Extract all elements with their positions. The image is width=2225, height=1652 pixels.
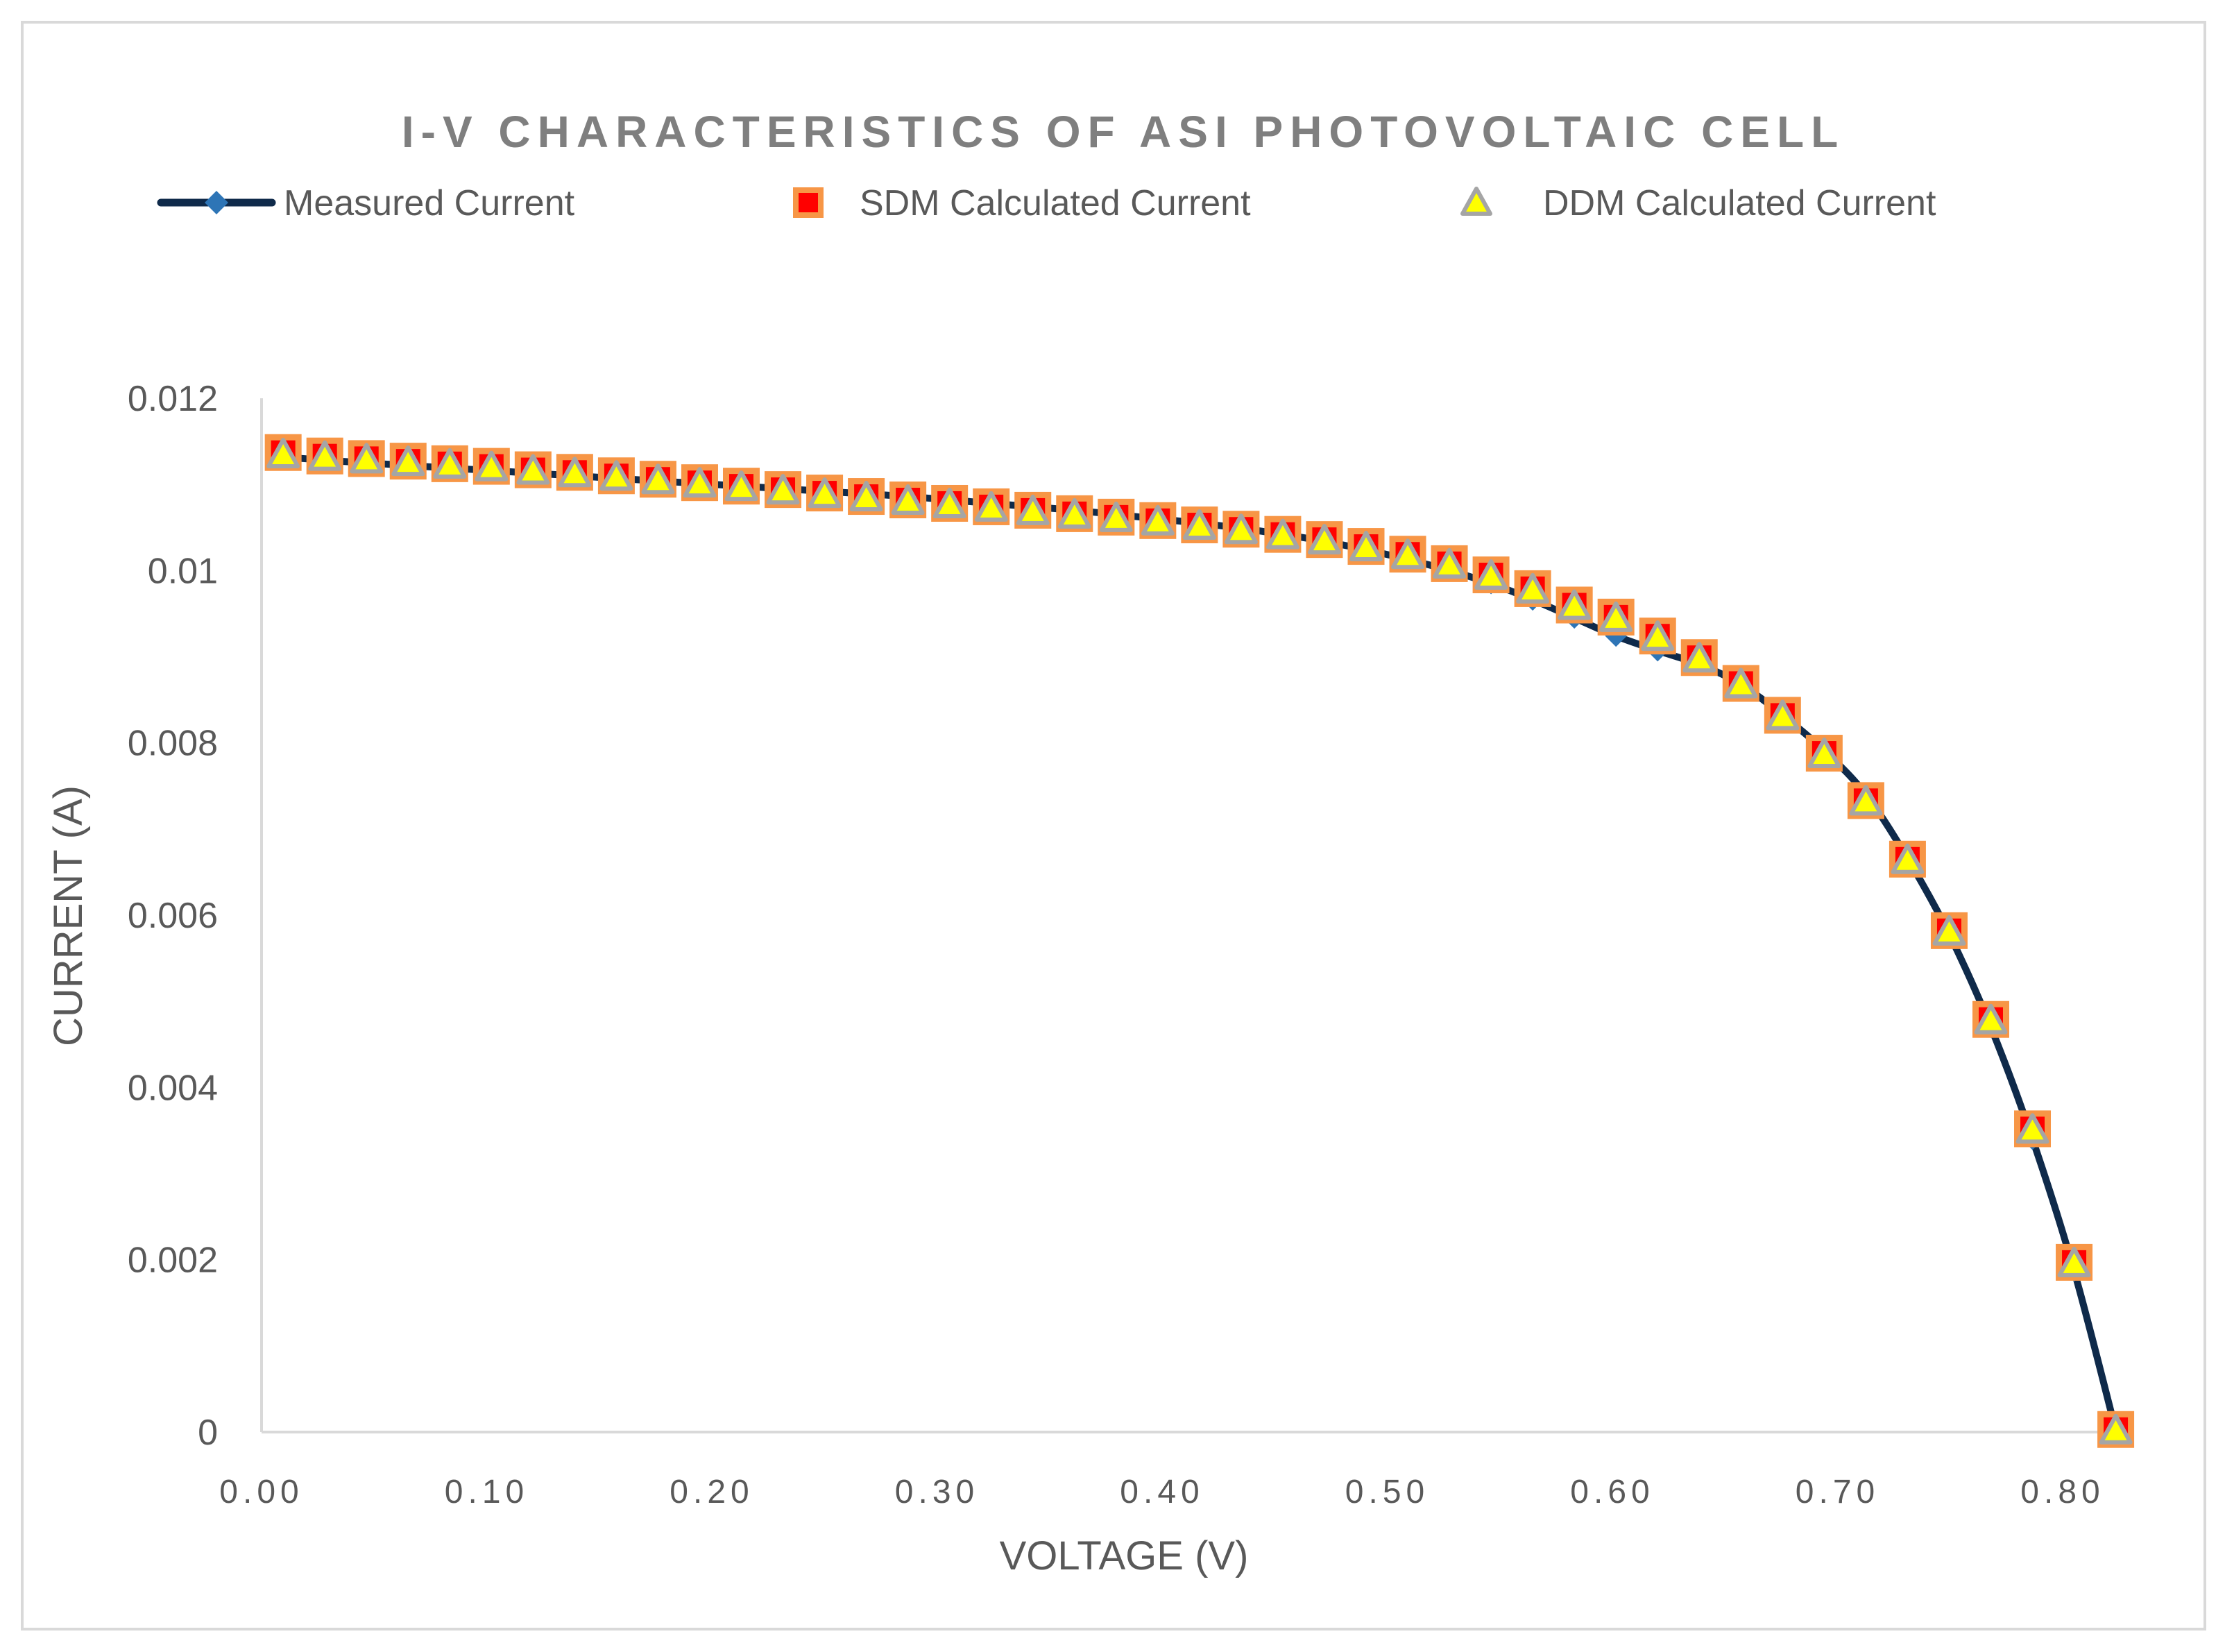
y-tick-label: 0.01 [148,551,218,591]
chart-title: I-V CHARACTERISTICS OF ASI PHOTOVOLTAIC … [402,107,1845,157]
ddm-point [1599,601,1633,632]
ddm-point [2057,1246,2091,1277]
x-axis-title: VOLTAGE (V) [1000,1533,1249,1578]
ddm-point [2099,1413,2133,1445]
legend-measured-diamond [205,191,228,214]
ddm-point [891,484,925,515]
ddm-point [516,454,550,485]
y-tick-label: 0.012 [128,379,218,419]
ddm-point [1724,667,1758,699]
ddm-point [599,460,633,491]
x-tick-label: 0.80 [2020,1474,2104,1510]
x-tick-labels: 0.00 0.10 0.20 0.30 0.40 0.50 0.60 0.70 0.80 [219,1474,2104,1510]
legend-measured-label: Measured Current [284,183,575,223]
x-tick-label: 0.60 [1570,1474,1654,1510]
ddm-point [1641,620,1675,652]
x-tick-label: 0.00 [219,1474,303,1510]
ddm-point [1807,738,1841,769]
ddm-point [1141,504,1175,536]
ddm-point [350,443,384,474]
ddm-point [1099,501,1133,532]
y-tick-label: 0.006 [128,896,218,936]
ddm-point [808,477,842,509]
x-tick-label: 0.40 [1120,1474,1204,1510]
ddm-point [558,457,592,488]
ddm-point [1265,518,1299,550]
x-tick-label: 0.20 [670,1474,753,1510]
legend-item-sdm: SDM Calculated Current [793,183,1251,223]
ddm-point [1391,538,1425,570]
legend-ddm-label: DDM Calculated Current [1543,183,1936,223]
measured-current-line [280,453,2120,1434]
ddm-calculated-series [266,437,2133,1445]
legend-item-ddm: DDM Calculated Current [1460,183,1936,223]
ddm-point [1182,509,1216,540]
x-tick-label: 0.30 [895,1474,979,1510]
ddm-point [1766,699,1800,731]
y-axis-title: CURRENT (A) [46,785,91,1046]
ddm-point [308,440,342,471]
ddm-point [1057,497,1091,529]
measured-current-series [272,445,2127,1442]
ddm-point [391,445,425,477]
legend: Measured Current SDM Calculated Current … [157,183,1936,223]
ddm-point [433,448,467,479]
ddm-point [2015,1113,2049,1144]
ddm-point [1682,642,1716,673]
ddm-point [1891,843,1925,874]
ddm-point [683,467,717,498]
ddm-point [1016,494,1050,525]
y-tick-label: 0.008 [128,724,218,764]
x-tick-label: 0.50 [1345,1474,1429,1510]
ddm-point [641,463,675,495]
y-tick-label: 0.004 [128,1068,218,1108]
ddm-point [849,481,883,512]
ddm-point [1558,589,1592,620]
ddm-point [475,450,509,482]
ddm-point [1224,513,1258,545]
ddm-point [1474,559,1508,590]
y-tick-labels: 0 0.002 0.004 0.006 0.008 0.01 0.012 [128,379,218,1453]
y-tick-label: 0.002 [128,1241,218,1281]
ddm-point [266,437,300,468]
iv-chart: I-V CHARACTERISTICS OF ASI PHOTOVOLTAIC … [46,107,2135,1578]
ddm-point [766,474,800,505]
ddm-point [1307,524,1341,555]
ddm-point [1349,531,1383,562]
ddm-point [1516,572,1550,604]
ddm-point [974,491,1008,522]
sdm-calculated-series [264,434,2135,1448]
legend-ddm-triangle [1460,187,1492,216]
ddm-point [1433,547,1467,579]
y-tick-label: 0 [198,1413,218,1453]
ddm-point [1849,785,1883,816]
chart-area: I-V CHARACTERISTICS OF ASI PHOTOVOLTAIC … [21,21,2206,1630]
legend-sdm-square [793,187,824,218]
ddm-point [1974,1003,2008,1034]
ddm-point [932,487,966,518]
x-tick-label: 0.70 [1796,1474,1879,1510]
legend-item-measured: Measured Current [157,183,575,223]
legend-sdm-label: SDM Calculated Current [860,183,1251,223]
ddm-point [724,470,758,502]
ddm-point [1932,914,1966,946]
x-tick-label: 0.10 [445,1474,529,1510]
